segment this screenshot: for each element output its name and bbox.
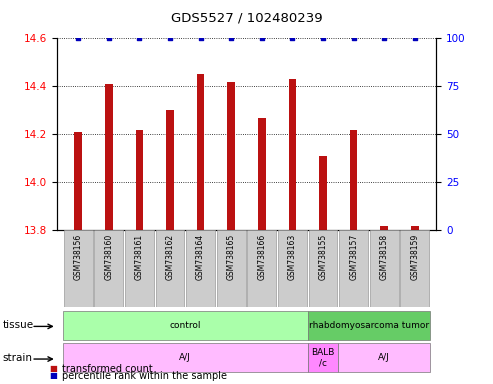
FancyBboxPatch shape — [94, 230, 123, 307]
Text: rhabdomyosarcoma tumor: rhabdomyosarcoma tumor — [309, 321, 429, 330]
FancyBboxPatch shape — [309, 230, 337, 307]
Bar — [136, 129, 143, 230]
FancyBboxPatch shape — [370, 230, 399, 307]
Text: GSM738162: GSM738162 — [166, 234, 175, 280]
FancyBboxPatch shape — [338, 343, 430, 372]
Text: GSM738159: GSM738159 — [410, 234, 420, 280]
FancyBboxPatch shape — [308, 311, 430, 340]
Point — [350, 35, 357, 41]
Point — [411, 35, 419, 41]
Point — [227, 35, 235, 41]
FancyBboxPatch shape — [217, 230, 246, 307]
Bar — [166, 110, 174, 230]
Point — [105, 35, 113, 41]
Bar — [411, 225, 419, 230]
Bar — [227, 81, 235, 230]
Bar — [74, 132, 82, 230]
FancyBboxPatch shape — [63, 343, 308, 372]
Point — [288, 35, 296, 41]
Text: GSM738156: GSM738156 — [73, 234, 83, 280]
Point — [380, 35, 388, 41]
Point — [166, 35, 174, 41]
Text: GDS5527 / 102480239: GDS5527 / 102480239 — [171, 12, 322, 25]
Text: GSM738155: GSM738155 — [318, 234, 327, 280]
Text: GSM738161: GSM738161 — [135, 234, 144, 280]
FancyBboxPatch shape — [339, 230, 368, 307]
FancyBboxPatch shape — [186, 230, 215, 307]
FancyBboxPatch shape — [125, 230, 154, 307]
Text: GSM738160: GSM738160 — [104, 234, 113, 280]
Text: tissue: tissue — [2, 320, 34, 330]
Point — [319, 35, 327, 41]
Text: GSM738165: GSM738165 — [227, 234, 236, 280]
Text: BALB
/c: BALB /c — [312, 348, 335, 367]
FancyBboxPatch shape — [400, 230, 429, 307]
Point — [136, 35, 143, 41]
Text: GSM738166: GSM738166 — [257, 234, 266, 280]
Text: A/J: A/J — [379, 353, 390, 362]
Bar — [381, 225, 388, 230]
FancyBboxPatch shape — [64, 230, 93, 307]
Point — [197, 35, 205, 41]
FancyBboxPatch shape — [63, 311, 308, 340]
Text: GSM738157: GSM738157 — [349, 234, 358, 280]
Text: A/J: A/J — [179, 353, 191, 362]
Point — [258, 35, 266, 41]
FancyBboxPatch shape — [156, 230, 184, 307]
Text: control: control — [170, 321, 201, 330]
Text: ■: ■ — [49, 371, 57, 381]
Text: transformed count: transformed count — [62, 364, 152, 374]
Bar — [105, 84, 112, 230]
Text: strain: strain — [2, 353, 33, 363]
Bar — [258, 118, 266, 230]
Point — [74, 35, 82, 41]
Bar — [288, 79, 296, 230]
FancyBboxPatch shape — [308, 343, 338, 372]
Text: GSM738163: GSM738163 — [288, 234, 297, 280]
Bar — [319, 156, 327, 230]
Text: GSM738164: GSM738164 — [196, 234, 205, 280]
FancyBboxPatch shape — [278, 230, 307, 307]
Text: ■: ■ — [49, 364, 57, 373]
FancyBboxPatch shape — [247, 230, 276, 307]
Bar — [350, 129, 357, 230]
Text: percentile rank within the sample: percentile rank within the sample — [62, 371, 227, 381]
Text: GSM738158: GSM738158 — [380, 234, 389, 280]
Bar — [197, 74, 205, 230]
